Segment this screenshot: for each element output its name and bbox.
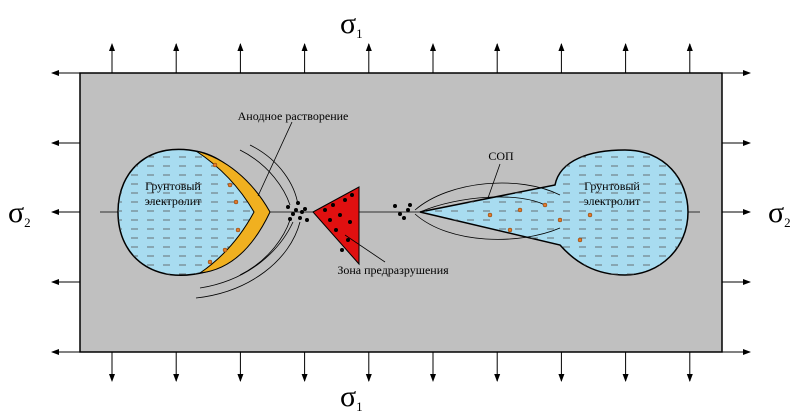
particle — [235, 227, 241, 233]
particle — [338, 213, 342, 217]
particle — [300, 210, 304, 214]
particle — [402, 216, 406, 220]
particle — [291, 212, 295, 216]
stress-label: σ1 — [340, 380, 363, 412]
label: СОП — [488, 149, 514, 163]
particle — [340, 248, 344, 252]
particle — [328, 218, 332, 222]
particle — [233, 199, 239, 205]
particle — [517, 207, 523, 213]
particle — [222, 247, 228, 253]
particle — [294, 208, 298, 212]
particle — [346, 238, 350, 242]
particle — [305, 218, 309, 222]
pre-fracture-triangle — [312, 186, 360, 266]
particle — [298, 216, 302, 220]
electrolyte-hatching — [118, 149, 262, 276]
particle — [350, 193, 354, 197]
particles — [207, 162, 593, 265]
label: Грунтовый — [584, 179, 640, 193]
anodic-zone — [195, 150, 271, 274]
particle — [507, 227, 513, 233]
label: Анодное растворение — [238, 109, 349, 123]
particle — [212, 162, 218, 168]
particle — [406, 208, 410, 212]
label: электролит — [584, 194, 642, 208]
particle — [286, 205, 290, 209]
stress-label: σ1 — [340, 7, 363, 41]
particle — [348, 220, 352, 224]
stress-arrows — [51, 43, 751, 382]
flow-lines — [195, 144, 301, 299]
particle — [343, 198, 347, 202]
electrolyte-hatching — [420, 150, 688, 275]
label: Зона предразрушения — [337, 263, 449, 277]
particle — [408, 203, 412, 207]
stress-label: σ2 — [768, 196, 791, 230]
particle — [296, 201, 300, 205]
stress-label: σ2 — [8, 196, 31, 230]
label: Грунтовый — [145, 179, 201, 193]
particle — [398, 212, 402, 216]
particle — [334, 228, 338, 232]
particle — [577, 237, 583, 243]
particle — [288, 217, 292, 221]
label: электролит — [145, 194, 203, 208]
particle — [487, 212, 493, 218]
leader-lines — [257, 121, 501, 263]
particle — [227, 182, 233, 188]
particle — [587, 212, 593, 218]
particle — [331, 203, 335, 207]
particle — [323, 208, 327, 212]
particle — [207, 259, 213, 265]
particle — [557, 217, 563, 223]
particle — [542, 202, 548, 208]
particle — [393, 204, 397, 208]
particle — [303, 207, 307, 211]
